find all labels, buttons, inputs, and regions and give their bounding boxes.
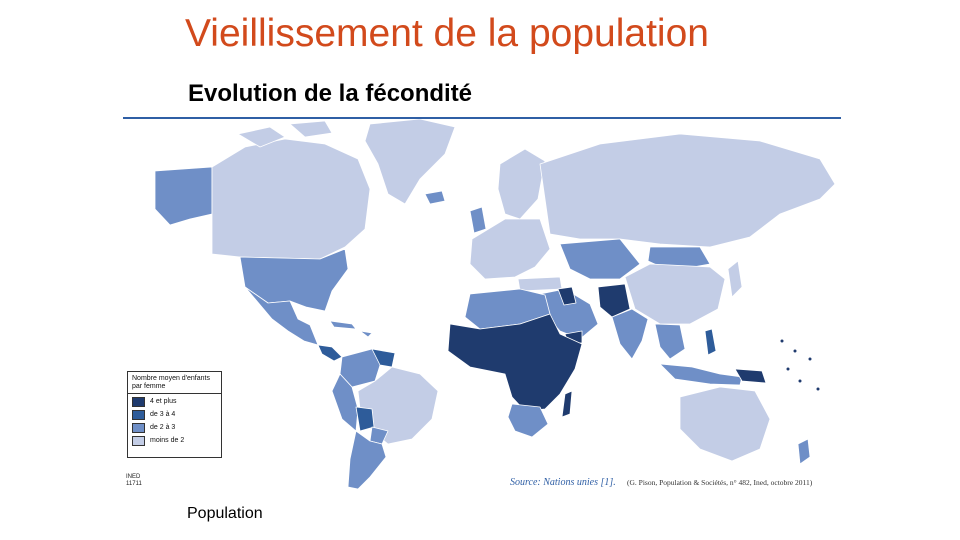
region-brazil: [357, 366, 439, 445]
legend-label: 4 et plus: [150, 398, 177, 405]
region-philippines: [704, 328, 717, 356]
region-alaska: [154, 166, 213, 226]
region-canada: [211, 138, 371, 260]
region-japan: [727, 260, 743, 298]
legend-row-2-to-3: de 2 à 3: [128, 422, 221, 433]
region-western-europe: [469, 218, 551, 280]
region-turkey: [517, 276, 563, 292]
region-indonesia: [659, 363, 743, 386]
title-divider: [123, 117, 841, 119]
legend-label: moins de 2: [150, 437, 185, 444]
region-greenland: [364, 119, 456, 205]
ined-reference: INED 11711: [126, 474, 142, 487]
region-china: [624, 263, 726, 325]
region-bolivia: [355, 406, 375, 432]
region-madagascar: [561, 390, 573, 418]
legend-row-3-to-4: de 3 à 4: [128, 409, 221, 420]
pacific-islands: [780, 339, 820, 391]
legend-swatch: [132, 396, 145, 407]
legend-label: de 2 à 3: [150, 424, 176, 431]
map-credit: (G. Pison, Population & Sociétés, n° 482…: [627, 478, 813, 487]
slide-subtitle: Evolution de la fécondité: [188, 80, 473, 107]
region-argentina-chile: [347, 430, 387, 490]
legend-swatch: [132, 435, 145, 446]
region-new-zealand: [797, 438, 811, 465]
region-arctic-islands: [237, 120, 333, 148]
region-subsaharan-africa: [447, 313, 583, 412]
region-scandinavia: [497, 148, 546, 220]
region-southeast-asia: [654, 323, 686, 360]
region-mexico: [244, 286, 319, 346]
legend-row-4-plus: 4 et plus: [128, 396, 221, 407]
region-central-asia: [559, 238, 641, 280]
legend-label: de 3 à 4: [150, 411, 176, 418]
map-canvas: [154, 119, 836, 490]
region-caribbean: [329, 320, 373, 338]
map-source: Source: Nations unies [1].: [510, 477, 616, 488]
region-uk: [469, 206, 487, 234]
region-australia: [679, 386, 771, 462]
region-iceland: [424, 190, 446, 205]
legend-swatch: [132, 409, 145, 420]
slide-title: Vieillissement de la population: [185, 12, 709, 55]
legend-row-under-2: moins de 2: [128, 435, 221, 446]
map-legend: Nombre moyen d'enfants par femme 4 et pl…: [127, 371, 222, 458]
region-papua-new-guinea: [734, 368, 767, 384]
region-india: [611, 308, 649, 360]
region-russia: [539, 133, 836, 248]
slide-footer: Population: [187, 505, 263, 522]
region-central-america: [317, 344, 343, 362]
region-southern-africa: [507, 403, 549, 438]
legend-swatch: [132, 422, 145, 433]
region-usa: [239, 248, 349, 312]
legend-title: Nombre moyen d'enfants par femme: [128, 372, 221, 394]
world-fertility-map: [120, 119, 842, 491]
